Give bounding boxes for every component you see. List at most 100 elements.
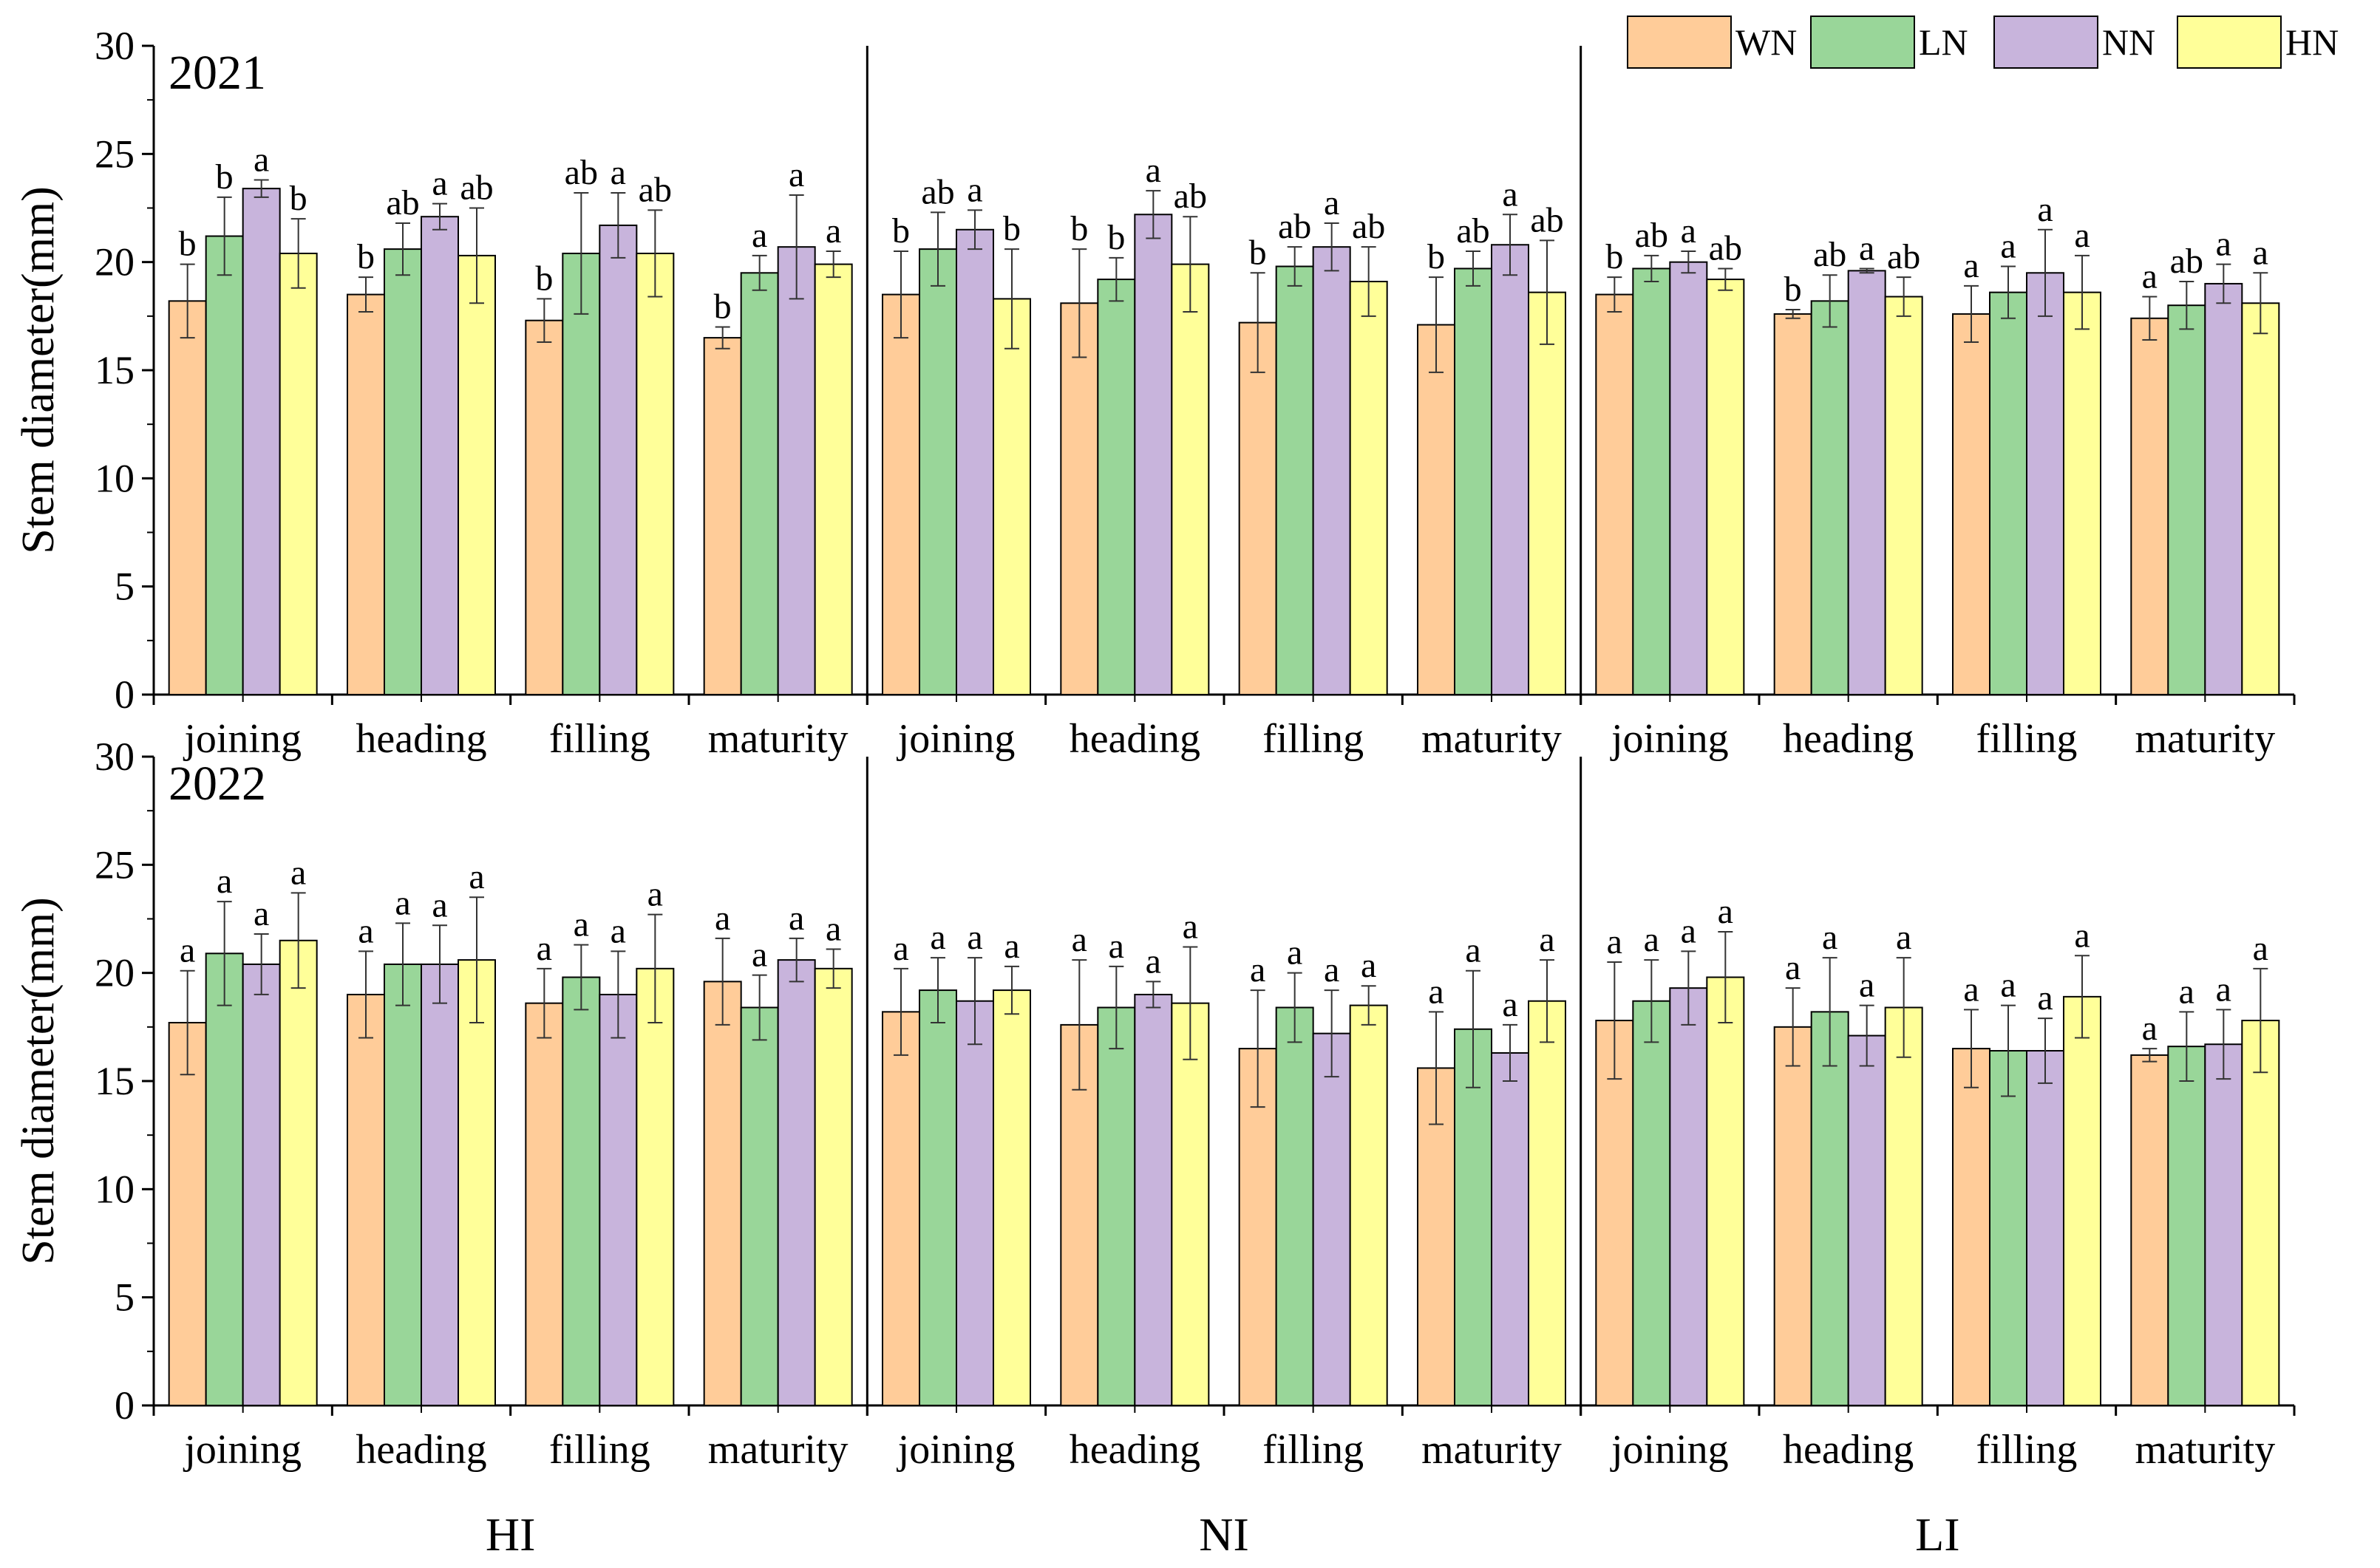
bar-nn xyxy=(1312,1032,1351,1406)
y-tick-label: 30 xyxy=(95,734,135,779)
significance-label: a xyxy=(752,935,767,975)
significance-label: a xyxy=(358,911,373,950)
legend-label: LN xyxy=(1919,21,1968,63)
bar-wn xyxy=(1060,302,1099,696)
y-tick-label: 10 xyxy=(95,1167,135,1211)
significance-label: a xyxy=(432,885,447,924)
bar-hn xyxy=(1884,1006,1923,1406)
x-tick-label: joining xyxy=(897,1427,1016,1473)
significance-label: ab xyxy=(1813,235,1846,274)
significance-label: a xyxy=(254,140,269,179)
x-tick-label: heading xyxy=(356,1427,486,1473)
bar-wn xyxy=(703,981,742,1406)
significance-label: b xyxy=(1107,218,1125,257)
significance-label: a xyxy=(2037,190,2053,229)
x-tick-label: filling xyxy=(1976,1427,2078,1473)
significance-label: ab xyxy=(921,172,954,211)
significance-label: ab xyxy=(1887,237,1920,276)
significance-label: a xyxy=(1963,246,1979,285)
significance-label: a xyxy=(2253,929,2268,968)
bar-hn xyxy=(279,252,318,695)
bar-ln xyxy=(1097,1006,1136,1406)
x-tick-label: joining xyxy=(897,716,1016,762)
bar-hn xyxy=(636,967,675,1406)
significance-label: a xyxy=(1428,972,1444,1011)
bar-ln xyxy=(1810,300,1849,695)
bar-hn xyxy=(814,263,853,695)
significance-label: a xyxy=(1859,966,1874,1005)
significance-label: b xyxy=(357,237,375,276)
significance-label: a xyxy=(254,894,269,933)
legend-label: WN xyxy=(1735,21,1797,63)
significance-label: ab xyxy=(2170,242,2203,281)
bar-wn xyxy=(1238,1048,1277,1406)
significance-label: a xyxy=(1644,920,1659,959)
bar-nn xyxy=(1847,270,1886,695)
bar-hn xyxy=(2241,302,2280,696)
bar-nn xyxy=(956,228,994,695)
significance-label: a xyxy=(1361,946,1376,985)
significance-label: ab xyxy=(386,183,419,222)
significance-label: a xyxy=(2000,227,2016,266)
bar-wn xyxy=(525,1002,564,1406)
bar-nn xyxy=(421,963,459,1406)
significance-label: a xyxy=(893,929,908,968)
significance-label: a xyxy=(789,155,804,194)
bar-ln xyxy=(1275,1006,1314,1406)
significance-label: ab xyxy=(1709,228,1742,267)
bar-nn xyxy=(421,216,459,695)
bar-nn xyxy=(2026,272,2064,695)
significance-label: a xyxy=(574,905,589,944)
significance-label: a xyxy=(715,899,730,938)
x-tick-label: maturity xyxy=(2135,1427,2275,1473)
significance-label: a xyxy=(647,875,663,914)
x-tick-label: filling xyxy=(549,716,650,762)
y-axis-label: Stem diameter(mm) xyxy=(13,897,64,1265)
y-tick-label: 0 xyxy=(115,672,135,717)
significance-label: a xyxy=(1324,950,1339,989)
bar-nn xyxy=(956,1000,994,1407)
bar-hn xyxy=(1171,1002,1210,1406)
y-tick-label: 5 xyxy=(115,1275,135,1320)
significance-label: b xyxy=(1605,237,1623,276)
significance-label: a xyxy=(1963,969,1979,1009)
significance-label: a xyxy=(1183,907,1198,947)
significance-label: a xyxy=(2216,969,2231,1009)
significance-label: a xyxy=(1146,151,1161,190)
significance-label: b xyxy=(1784,270,1802,309)
bar-hn xyxy=(1349,281,1388,695)
significance-label: a xyxy=(1607,922,1622,961)
significance-label: a xyxy=(967,918,982,957)
significance-label: a xyxy=(1718,892,1733,931)
x-tick-label: maturity xyxy=(708,1427,849,1473)
bar-hn xyxy=(458,254,496,695)
y-tick-label: 10 xyxy=(95,456,135,500)
x-tick-label: joining xyxy=(1610,1427,1729,1473)
significance-label: a xyxy=(1539,920,1554,959)
bar-hn xyxy=(636,252,675,695)
bar-wn xyxy=(168,300,207,695)
x-tick-label: maturity xyxy=(2135,716,2275,762)
significance-label: a xyxy=(2000,966,2016,1005)
bar-nn xyxy=(1847,1034,1886,1407)
y-tick-label: 0 xyxy=(115,1383,135,1428)
significance-label: b xyxy=(535,259,553,298)
y-tick-label: 25 xyxy=(95,842,135,887)
bar-ln xyxy=(1097,279,1136,695)
legend-label: NN xyxy=(2102,21,2155,63)
significance-label: b xyxy=(290,179,307,218)
bar-hn xyxy=(1171,263,1210,695)
bar-ln xyxy=(562,976,601,1406)
bar-nn xyxy=(242,188,281,696)
significance-label: b xyxy=(714,287,732,326)
x-tick-label: joining xyxy=(1610,716,1729,762)
significance-label: ab xyxy=(1278,207,1311,246)
bar-hn xyxy=(2241,1020,2280,1406)
significance-label: b xyxy=(1070,209,1088,248)
significance-label: b xyxy=(179,225,197,264)
bar-nn xyxy=(777,246,816,695)
bar-wn xyxy=(2130,1054,2169,1406)
bar-nn xyxy=(599,993,638,1406)
significance-label: a xyxy=(2142,256,2158,296)
bar-nn xyxy=(1491,1051,1529,1407)
